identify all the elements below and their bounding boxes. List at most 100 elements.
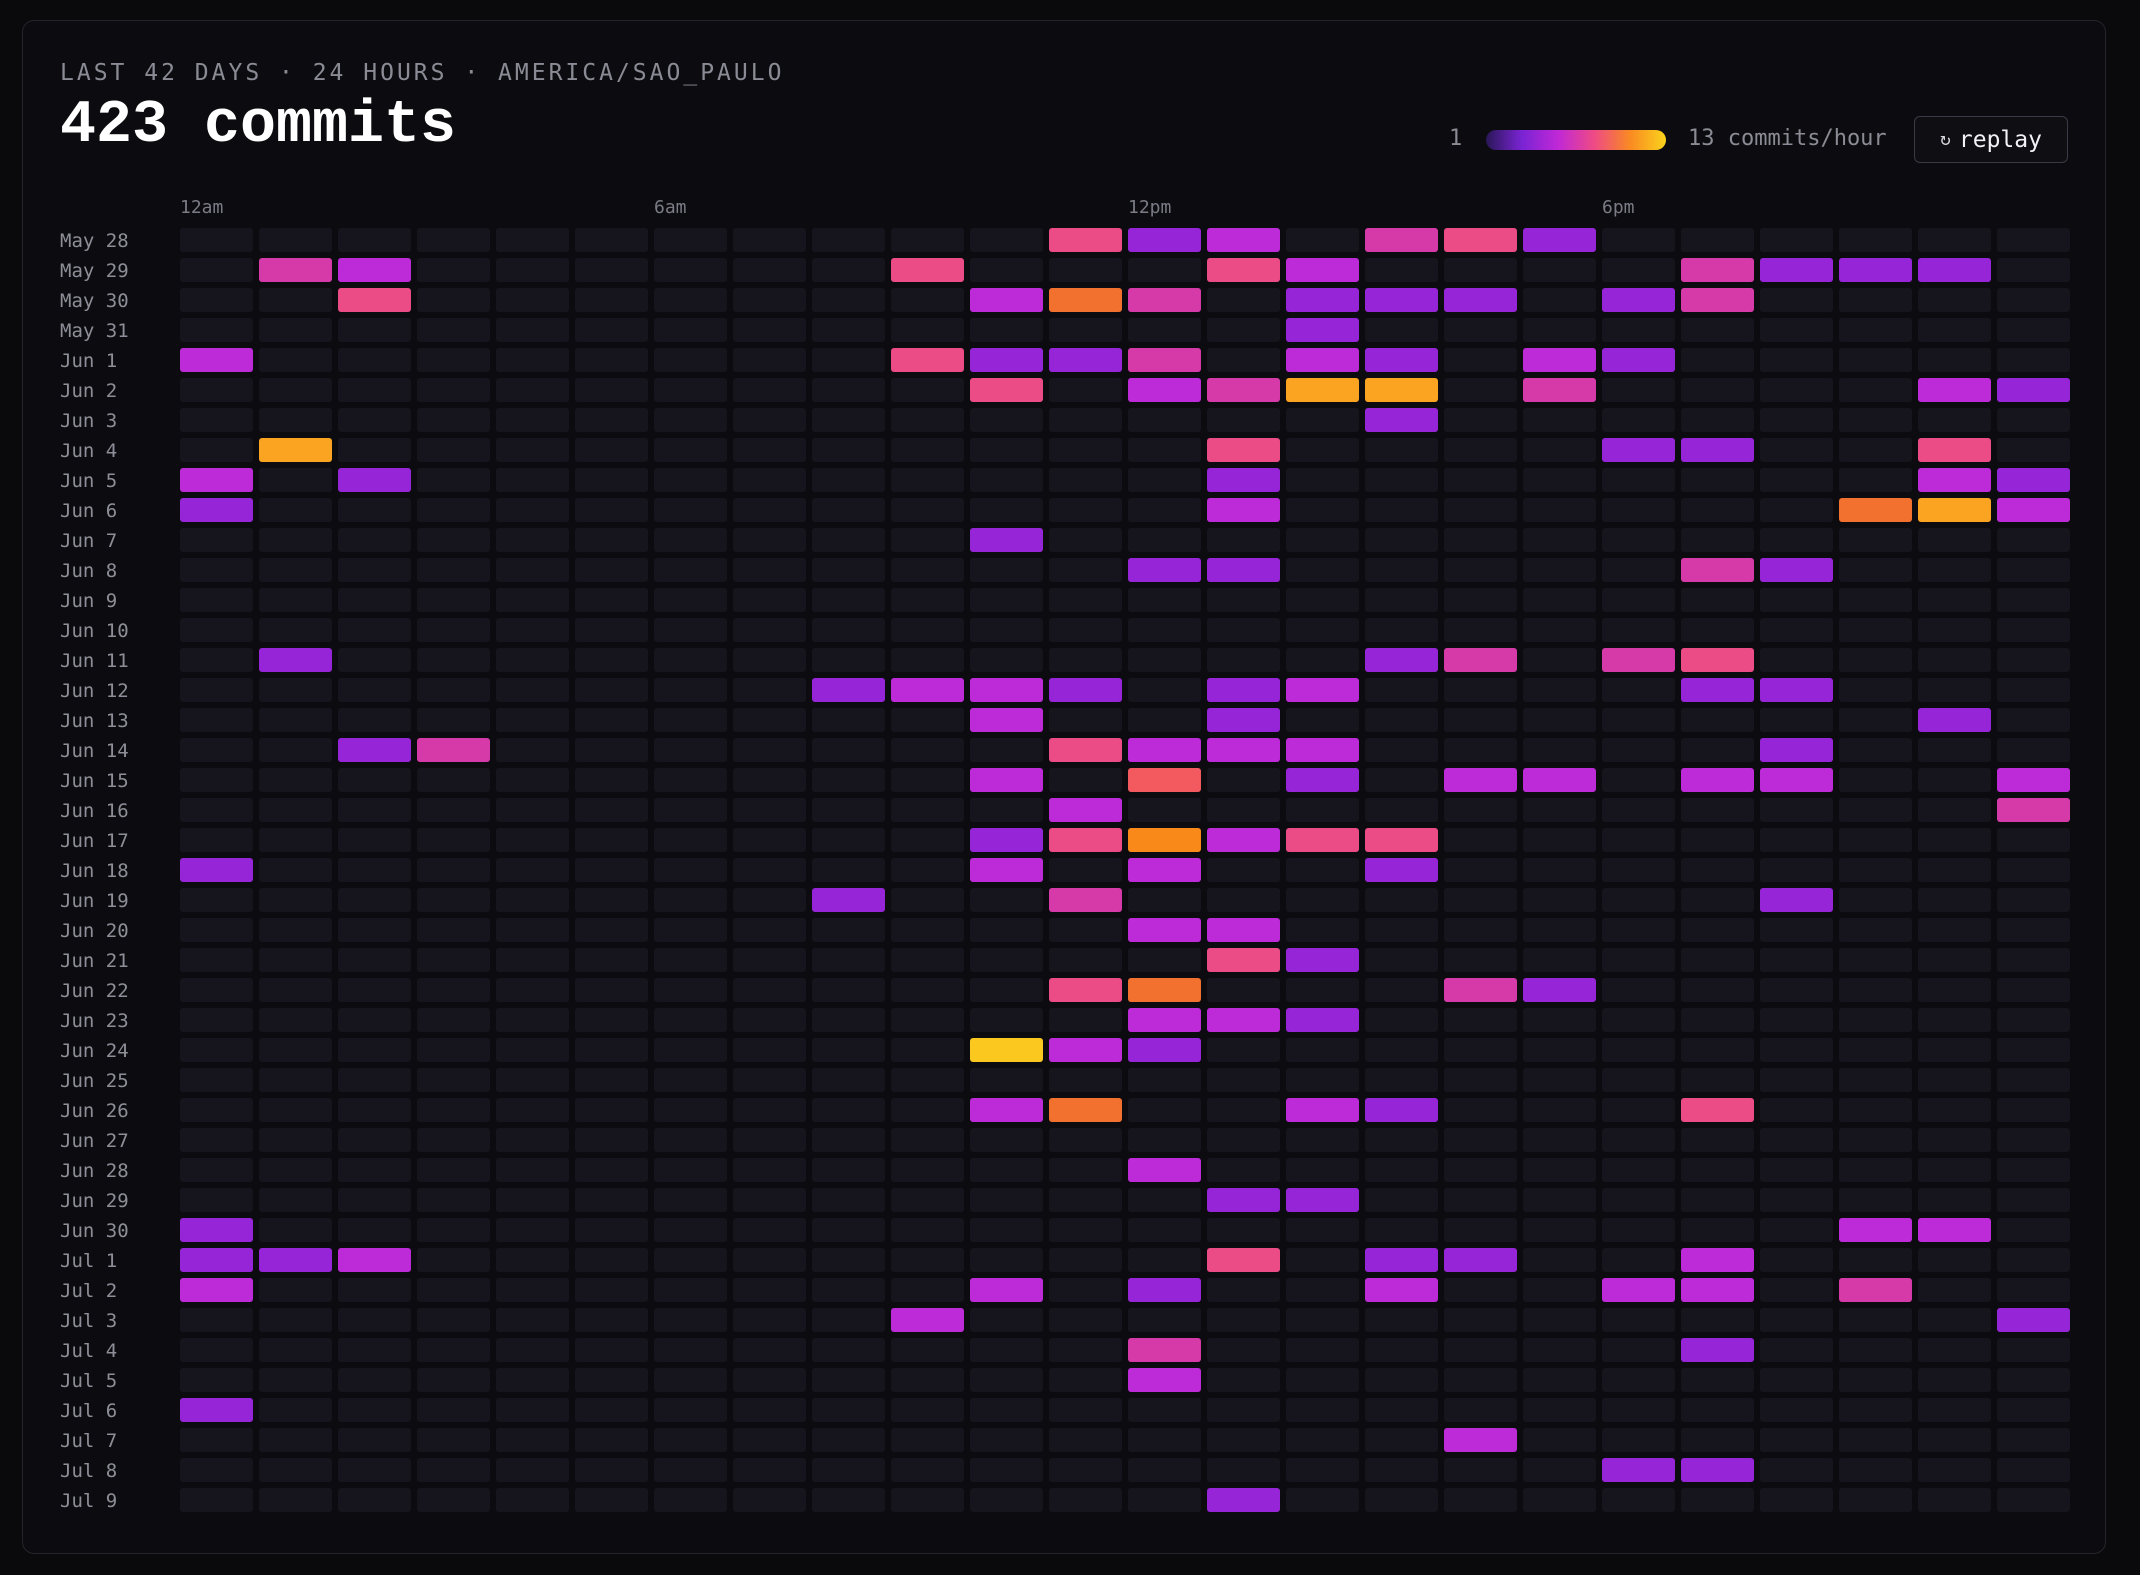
heatmap-cell-empty: [180, 1188, 253, 1212]
heatmap-cell-empty: [575, 1008, 648, 1032]
heatmap-cell-empty: [1602, 798, 1675, 822]
heatmap-cell-empty: [259, 1428, 332, 1452]
heatmap-cell-empty: [259, 1338, 332, 1362]
legend-max-label: 13 commits/hour: [1688, 126, 1887, 151]
heatmap-cell-empty: [1365, 978, 1438, 1002]
heatmap-cell-active: [1681, 438, 1754, 462]
heatmap-cell-empty: [891, 588, 964, 612]
heatmap-cell-empty: [733, 708, 806, 732]
heatmap-cell-empty: [417, 1068, 490, 1092]
heatmap-cell-empty: [1286, 228, 1359, 252]
heatmap-cell-empty: [1286, 468, 1359, 492]
heatmap-cell-empty: [1918, 858, 1991, 882]
heatmap-cell-empty: [970, 948, 1043, 972]
heatmap-cell-empty: [496, 768, 569, 792]
day-label: Jul 1: [60, 1250, 117, 1272]
heatmap-cell-empty: [417, 258, 490, 282]
heatmap-cell-empty: [259, 1128, 332, 1152]
heatmap-cell-empty: [1918, 348, 1991, 372]
heatmap-cell-active: [970, 288, 1043, 312]
heatmap-cell-active: [1207, 228, 1280, 252]
heatmap-cell-empty: [733, 678, 806, 702]
heatmap-cell-empty: [1128, 258, 1201, 282]
heatmap-cell-empty: [654, 558, 727, 582]
heatmap-cell-empty: [1365, 258, 1438, 282]
heatmap-cell-empty: [575, 528, 648, 552]
heatmap-cell-empty: [1286, 798, 1359, 822]
heatmap-cell-empty: [733, 1338, 806, 1362]
heatmap-cell-empty: [417, 228, 490, 252]
heatmap-cell-empty: [496, 798, 569, 822]
heatmap-cell-active: [1128, 978, 1201, 1002]
heatmap-cell-empty: [338, 1488, 411, 1512]
heatmap-cell-empty: [496, 318, 569, 342]
heatmap-cell-active: [891, 258, 964, 282]
heatmap-cell-empty: [812, 768, 885, 792]
heatmap-cell-empty: [259, 408, 332, 432]
heatmap-cell-empty: [970, 318, 1043, 342]
heatmap-cell-empty: [1760, 1428, 1833, 1452]
heatmap-cell-empty: [1760, 318, 1833, 342]
heatmap-cell-empty: [1681, 888, 1754, 912]
heatmap-cell-empty: [654, 498, 727, 522]
heatmap-cell-empty: [812, 498, 885, 522]
heatmap-cell-active: [1602, 438, 1675, 462]
heatmap-cell-empty: [1286, 1398, 1359, 1422]
heatmap-cell-active: [1128, 1158, 1201, 1182]
heatmap-cell-empty: [1918, 1188, 1991, 1212]
heatmap-cell-empty: [417, 348, 490, 372]
heatmap-cell-active: [1681, 768, 1754, 792]
heatmap-cell-active: [970, 1278, 1043, 1302]
heatmap-cell-empty: [812, 228, 885, 252]
heatmap-cell-empty: [496, 1218, 569, 1242]
heatmap-cell-active: [180, 1278, 253, 1302]
heatmap-cell-empty: [1602, 1338, 1675, 1362]
heatmap-cell-empty: [891, 1428, 964, 1452]
heatmap-cell-empty: [654, 918, 727, 942]
heatmap-cell-empty: [575, 1098, 648, 1122]
heatmap-cell-empty: [1365, 1158, 1438, 1182]
heatmap-cell-empty: [1918, 1368, 1991, 1392]
heatmap-cell-empty: [338, 678, 411, 702]
heatmap-cell-empty: [575, 408, 648, 432]
heatmap-cell-empty: [1444, 918, 1517, 942]
heatmap-cell-active: [1523, 978, 1596, 1002]
heatmap-cell-empty: [733, 1398, 806, 1422]
heatmap-cell-empty: [1207, 858, 1280, 882]
heatmap-cell-empty: [1049, 1158, 1122, 1182]
heatmap-cell-empty: [496, 1278, 569, 1302]
heatmap-cell-empty: [812, 468, 885, 492]
heatmap-cell-empty: [733, 1308, 806, 1332]
replay-button[interactable]: ↻ replay: [1914, 116, 2068, 163]
heatmap-cell-empty: [1918, 318, 1991, 342]
heatmap-cell-empty: [259, 288, 332, 312]
heatmap-cell-empty: [891, 318, 964, 342]
heatmap-cell-empty: [1681, 318, 1754, 342]
heatmap-cell-empty: [1523, 1158, 1596, 1182]
heatmap-cell-empty: [1760, 708, 1833, 732]
day-label: Jun 17: [60, 830, 129, 852]
heatmap-cell-active: [1839, 1218, 1912, 1242]
heatmap-cell-empty: [970, 1458, 1043, 1482]
heatmap-cell-empty: [1760, 468, 1833, 492]
heatmap-cell-empty: [733, 618, 806, 642]
heatmap-cell-empty: [1523, 1008, 1596, 1032]
heatmap-cell-empty: [654, 258, 727, 282]
heatmap-cell-empty: [338, 228, 411, 252]
heatmap-cell-empty: [417, 708, 490, 732]
heatmap-cell-active: [180, 498, 253, 522]
heatmap-cell-empty: [733, 1458, 806, 1482]
heatmap-cell-empty: [1681, 1398, 1754, 1422]
heatmap-cell-empty: [1365, 948, 1438, 972]
heatmap-cell-empty: [1444, 678, 1517, 702]
heatmap-cell-active: [1681, 678, 1754, 702]
heatmap-cell-empty: [1523, 528, 1596, 552]
heatmap-cell-empty: [1049, 258, 1122, 282]
heatmap-cell-empty: [970, 1248, 1043, 1272]
heatmap-cell-empty: [1602, 678, 1675, 702]
heatmap-cell-empty: [1681, 348, 1754, 372]
heatmap-cell-empty: [259, 318, 332, 342]
heatmap-cell-empty: [891, 738, 964, 762]
heatmap-cell-active: [1365, 228, 1438, 252]
heatmap-cell-empty: [654, 1068, 727, 1092]
